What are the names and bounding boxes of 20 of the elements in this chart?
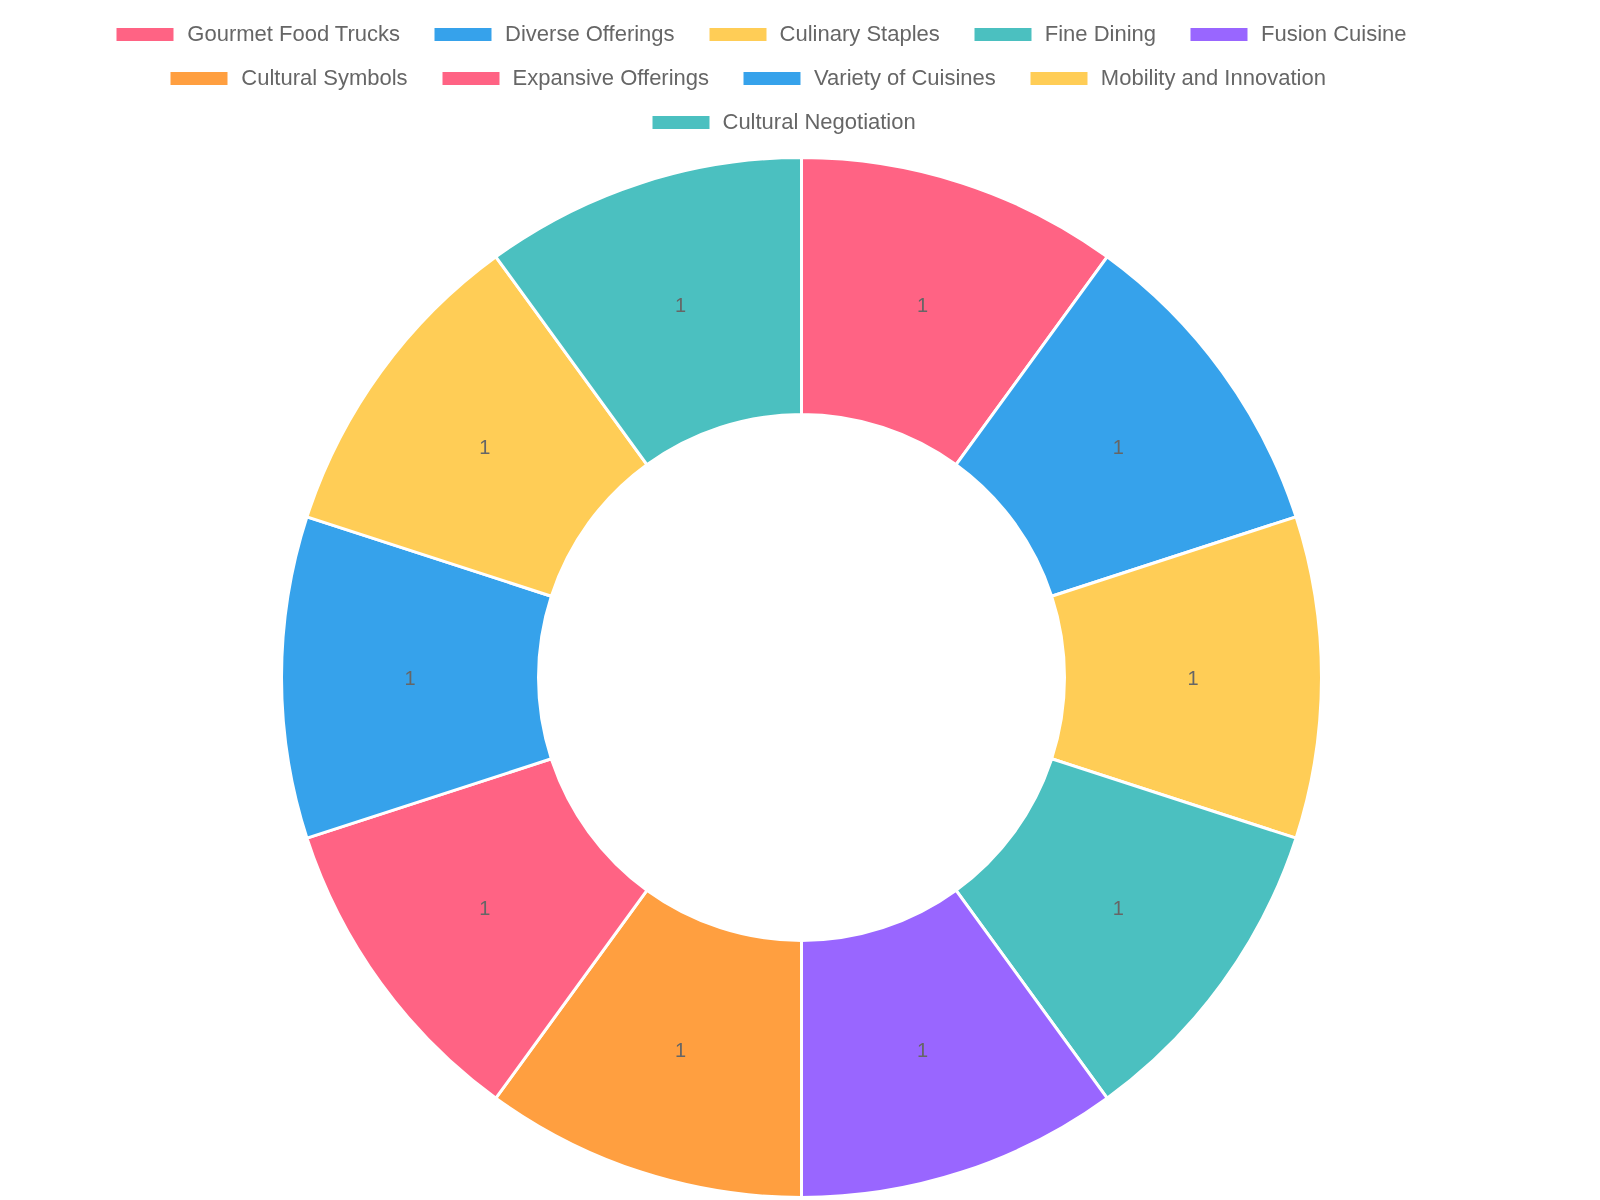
legend-label: Mobility and Innovation bbox=[1100, 65, 1326, 91]
data-label: 1 bbox=[916, 1038, 929, 1061]
legend-label: Variety of Cuisines bbox=[814, 65, 996, 91]
data-label: 1 bbox=[674, 294, 687, 317]
data-label: 1 bbox=[1112, 436, 1124, 459]
data-label: 1 bbox=[1112, 896, 1124, 919]
data-label: 1 bbox=[404, 666, 416, 689]
legend-label: Culinary Staples bbox=[779, 21, 940, 47]
data-label: 1 bbox=[479, 436, 491, 459]
legend-label: Fine Dining bbox=[1044, 21, 1157, 47]
legend-label: Cultural Negotiation bbox=[722, 109, 916, 135]
legend-label: Diverse Offerings bbox=[505, 21, 675, 47]
legend-label: Fusion Cuisine bbox=[1261, 21, 1407, 47]
legend-label: Cultural Symbols bbox=[241, 65, 408, 91]
legend-label: Expansive Offerings bbox=[512, 65, 710, 91]
data-label: 1 bbox=[674, 1038, 687, 1061]
legend-label: Gourmet Food Trucks bbox=[187, 21, 401, 47]
data-label: 1 bbox=[916, 294, 929, 317]
data-label: 1 bbox=[1187, 666, 1199, 689]
data-label: 1 bbox=[479, 896, 491, 919]
